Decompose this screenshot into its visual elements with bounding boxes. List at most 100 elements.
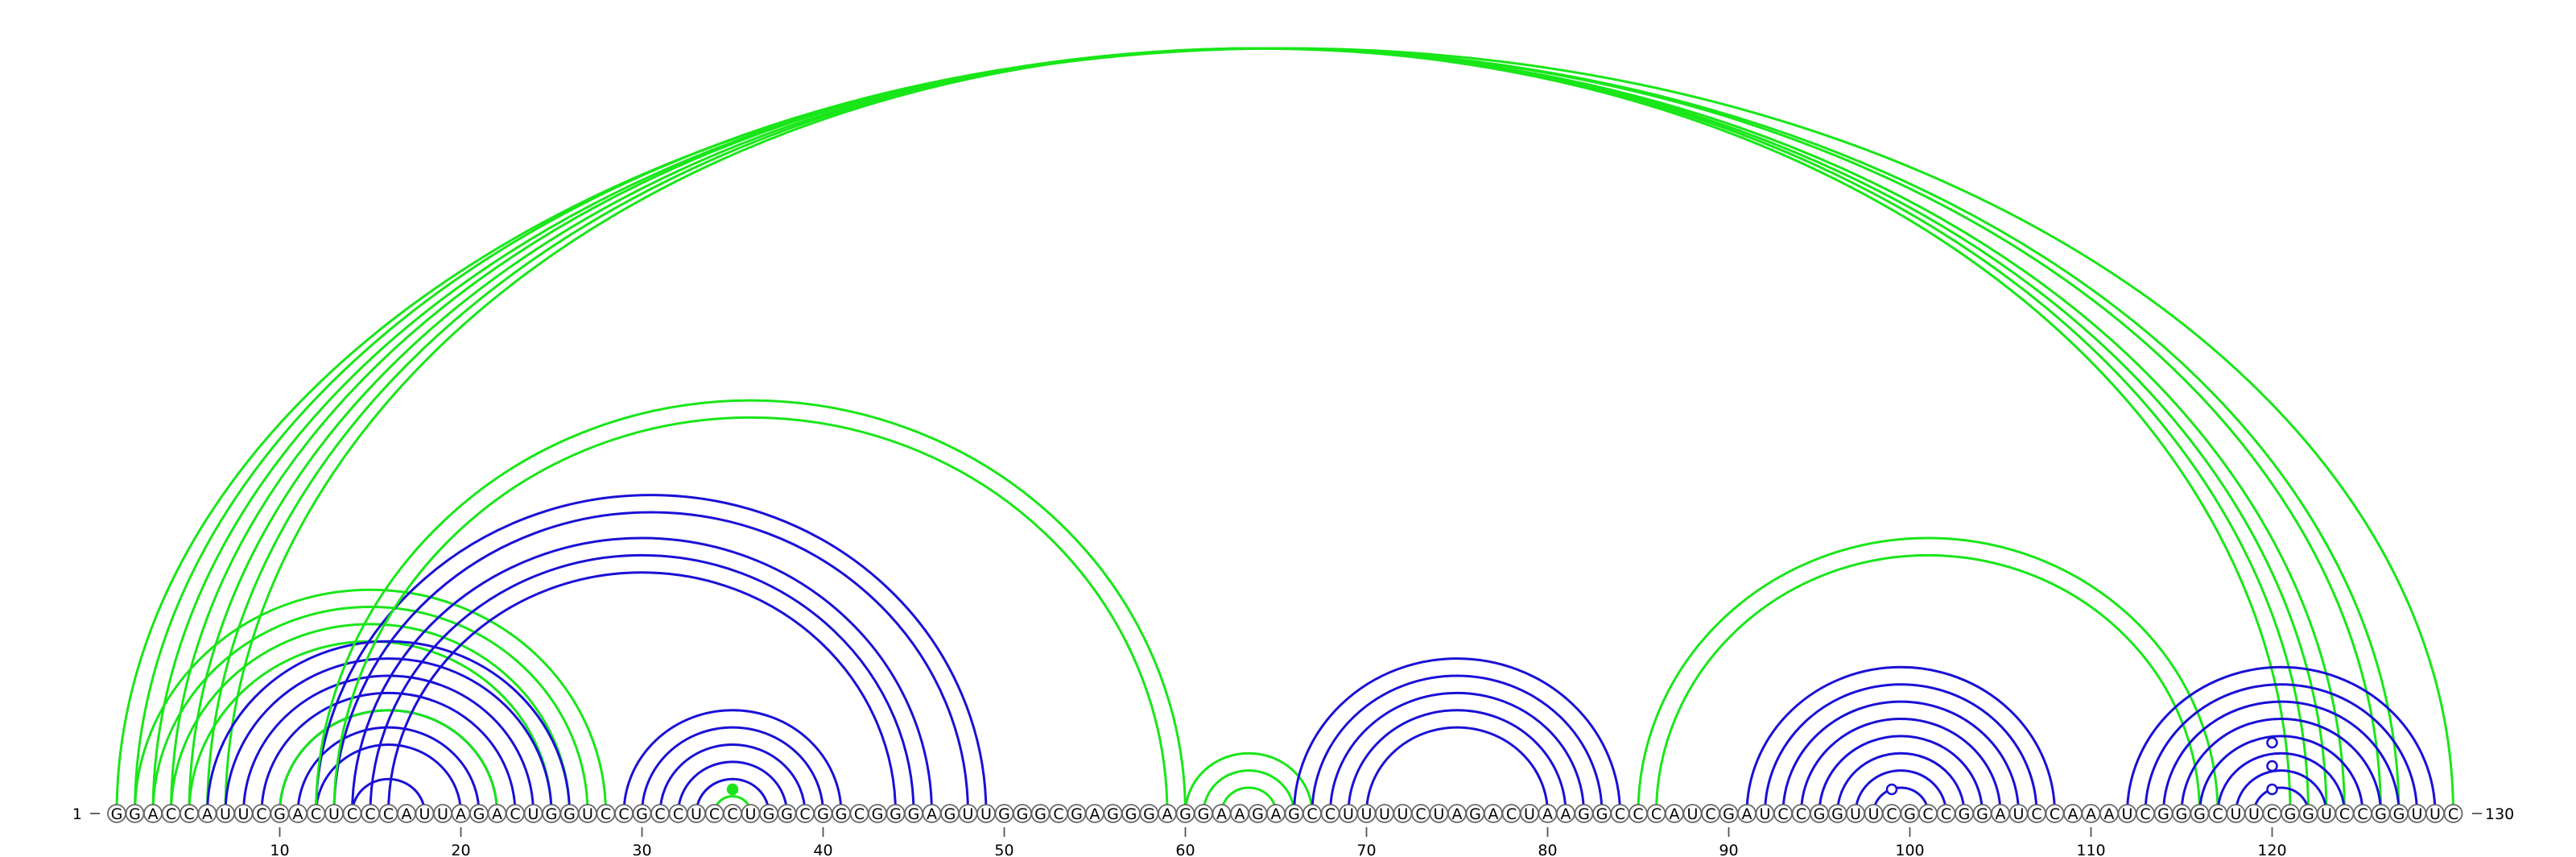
nucleotide-letter: U [437, 805, 448, 823]
nucleotide-letter: A [2086, 805, 2096, 823]
nucleotide-letter: C [2357, 805, 2368, 823]
tick-label: 120 [2257, 842, 2286, 857]
nucleotide-letter: G [1976, 805, 1988, 823]
nucleotide-letter: A [492, 805, 502, 823]
arc-green-pseudoknot [332, 416, 1169, 814]
loop-marker [2266, 736, 2278, 749]
nucleotide-letter: G [1723, 805, 1735, 823]
tick-label: 60 [1175, 842, 1195, 857]
nucleotide-letter: G [1143, 805, 1155, 823]
nucleotide-letter: U [1687, 805, 1699, 823]
nucleotide-letter: G [1831, 805, 1843, 823]
arc-inner-blue-arcs [351, 777, 426, 814]
nucleotide-letter: A [1542, 805, 1553, 823]
nucleotide-letter: A [1162, 805, 1173, 823]
arc-inner-blue-arcs [315, 743, 462, 814]
nucleotide-letter: C [1307, 805, 1317, 823]
arc-middle-blue-helix [1365, 726, 1549, 814]
nucleotide-letter: U [582, 805, 593, 823]
loop-marker [1885, 783, 1898, 796]
arc-far-right-blue-helix [2216, 751, 2346, 814]
tick-label: 30 [632, 842, 651, 857]
tick-label: 50 [994, 842, 1013, 857]
nucleotide-letter: A [456, 805, 466, 823]
nucleotide-letter: G [1125, 805, 1137, 823]
nucleotide-letter: U [238, 805, 250, 823]
nucleotide-letter: G [1469, 805, 1481, 823]
arc-left-blue-helix [206, 640, 571, 814]
nucleotide-letter: A [293, 805, 303, 823]
arc-long-range-green-helix [134, 47, 2401, 814]
arc-middle-green-arcs [1220, 786, 1278, 814]
arc-hairpin-blue-helix [695, 777, 770, 814]
nucleotide-letter: G [1904, 805, 1916, 823]
nucleotide-letter: A [2068, 805, 2079, 823]
tick-label: 80 [1538, 842, 1557, 857]
nucleotide-letter: G [2157, 805, 2169, 823]
arc-far-right-blue-helix [2162, 700, 2401, 814]
nucleotide-letter: C [1886, 805, 1897, 823]
nucleotide-letter: G [1198, 805, 1210, 823]
nucleotide-letter: C [365, 805, 375, 823]
nucleotide-letter: C [2212, 805, 2223, 823]
arc-right-blue-helix [1800, 717, 2002, 814]
tick-label: 100 [1895, 842, 1924, 857]
nucleotide-letter: U [1379, 805, 1390, 823]
arc-middle-green-arcs [1202, 769, 1295, 814]
nucleotide-letter: C [727, 805, 737, 823]
arc-hairpin-blue-helix [641, 726, 824, 814]
nucleotide-letter: U [528, 805, 539, 823]
nucleotide-letter: A [202, 805, 213, 823]
loop-marker [2266, 783, 2278, 796]
arc-crossing-blue-helix [332, 511, 969, 814]
nucleotide-letter: C [184, 805, 194, 823]
nucleotide-letter: C [1506, 805, 1517, 823]
nucleotide-letter: C [673, 805, 683, 823]
nucleotide-letter: G [546, 805, 558, 823]
tick-label: 110 [2076, 842, 2105, 857]
arc-hairpin-blue-helix [622, 709, 843, 814]
nucleotide-letter: G [944, 805, 956, 823]
nucleotide-letter: C [1922, 805, 1933, 823]
nucleotide-letter: C [347, 805, 357, 823]
nucleotide-letter: C [1615, 805, 1625, 823]
tick-label: 70 [1356, 842, 1376, 857]
arc-right-blue-helix [1745, 665, 2056, 814]
nucleotide-letter: A [1488, 805, 1499, 823]
arc-far-right-blue-helix [2198, 735, 2364, 814]
nucleotide-letter: C [601, 805, 611, 823]
nucleotide-letter: A [1452, 805, 1463, 823]
arc-left-blue-helix [260, 691, 517, 814]
tick-label: 40 [813, 842, 832, 857]
arc-far-right-blue-helix [2126, 665, 2437, 814]
nucleotide-letter: C [799, 805, 810, 823]
nucleotide-letter: C [1796, 805, 1806, 823]
nucleotide-letter: U [2231, 805, 2242, 823]
nucleotide-letter: C [2140, 805, 2150, 823]
nucleotide-letter: A [402, 805, 412, 823]
arc-left-blue-helix [242, 674, 535, 814]
nucleotide-letter: U [419, 805, 431, 823]
arc-crossing-blue-helix [369, 553, 915, 814]
nucleotide-letter: G [129, 805, 141, 823]
nucleotide-letter: C [2050, 805, 2060, 823]
nucleotide-letter: G [872, 805, 884, 823]
arc-left-blue-helix [296, 726, 481, 814]
nucleotide-letter: C [510, 805, 520, 823]
markers-layer [726, 736, 2278, 796]
nucleotide-letter: G [1107, 805, 1119, 823]
nucleotide-letter: U [1361, 805, 1373, 823]
nucleotide-letter: G [1596, 805, 1608, 823]
tick-label: 90 [1719, 842, 1738, 857]
nucleotide-letter: U [328, 805, 340, 823]
nucleotide-letter: G [636, 805, 648, 823]
arc-left-green-helix [170, 623, 571, 814]
nucleotide-letter: C [1941, 805, 1951, 823]
nucleotide-letter: C [618, 805, 629, 823]
nucleotide-letter: C [2339, 805, 2350, 823]
nucleotide-letter: U [745, 805, 757, 823]
nucleotide-letter: C [1651, 805, 1662, 823]
tick-label: 20 [451, 842, 470, 857]
nucleotide-letter: G [2194, 805, 2206, 823]
nucleotide-letter: U [2013, 805, 2025, 823]
